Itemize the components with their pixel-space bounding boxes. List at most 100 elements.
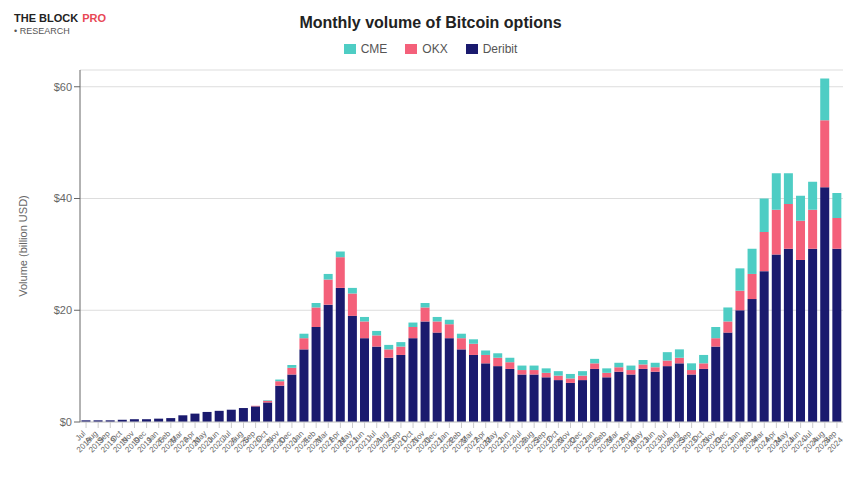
- html-text:May: May: [482, 429, 500, 447]
- html-text:2023: 2023: [668, 435, 688, 455]
- html-text:2021: 2021: [341, 435, 361, 455]
- svg-text:Volume (billion USD): Volume (billion USD): [17, 195, 29, 296]
- html-text:2020: 2020: [232, 435, 252, 455]
- html-text:2024: 2024: [741, 435, 760, 455]
- html-text:Nov: Nov: [119, 429, 136, 446]
- html-text:2023: 2023: [680, 435, 700, 455]
- html-text:Mar: Mar: [168, 429, 185, 446]
- html-text:2020: 2020: [220, 435, 240, 455]
- html-text:Dec: Dec: [131, 429, 148, 446]
- html-text:May: May: [627, 429, 645, 447]
- html-text:2021: 2021: [317, 435, 337, 455]
- html-text:May: May: [191, 429, 209, 447]
- html-text:2023: 2023: [716, 435, 736, 455]
- html-text:Nov: Nov: [555, 429, 572, 446]
- html-text:2022: 2022: [523, 435, 542, 455]
- svg-text:Sep2024: Sep2024: [819, 429, 845, 455]
- svg-text:$40: $40: [54, 192, 72, 204]
- html-text:2021: 2021: [292, 435, 312, 455]
- html-text:2023: 2023: [692, 435, 712, 455]
- html-text:2019: 2019: [135, 435, 155, 455]
- html-text:May: May: [336, 429, 354, 447]
- html-text:2024: 2024: [728, 435, 748, 455]
- svg-text:$20: $20: [54, 304, 72, 316]
- html-text:Aug: Aug: [228, 429, 245, 446]
- html-text:2022: 2022: [462, 435, 482, 455]
- html-text:2020: 2020: [147, 435, 167, 455]
- html-text:2023: 2023: [583, 435, 603, 455]
- html-text:2023: 2023: [595, 435, 615, 455]
- html-text:2021: 2021: [401, 435, 421, 455]
- html-text:May: May: [772, 429, 790, 447]
- html-text:2023: 2023: [632, 435, 651, 455]
- html-text:2021: 2021: [305, 435, 324, 455]
- html-text:Aug: Aug: [519, 429, 536, 446]
- html-text:2019: 2019: [87, 435, 106, 455]
- html-text:2023: 2023: [656, 435, 676, 455]
- html-text:2020: 2020: [208, 435, 228, 455]
- html-text:2022: 2022: [547, 435, 567, 455]
- html-text:2021: 2021: [353, 435, 373, 455]
- html-text:2022: 2022: [498, 435, 518, 455]
- html-text:2022: 2022: [438, 435, 458, 455]
- html-text:2019: 2019: [99, 435, 119, 455]
- html-text:Aug: Aug: [664, 429, 681, 446]
- html-text:2020: 2020: [268, 435, 288, 455]
- html-text:Sep: Sep: [385, 429, 403, 446]
- html-text:Mar: Mar: [313, 429, 330, 446]
- html-text:Sep: Sep: [676, 429, 693, 446]
- html-text:Nov: Nov: [700, 429, 718, 446]
- html-text:2023: 2023: [644, 435, 664, 455]
- html-text:Aug: Aug: [373, 429, 391, 446]
- html-text:2024: 2024: [801, 435, 821, 455]
- html-text:Mar: Mar: [458, 429, 475, 446]
- html-text:Aug: Aug: [83, 429, 100, 446]
- html-text:2022: 2022: [510, 435, 530, 455]
- html-text:2020: 2020: [256, 435, 276, 455]
- html-text:2021: 2021: [377, 435, 397, 455]
- html-text:2023: 2023: [607, 435, 627, 455]
- html-text:2019: 2019: [123, 435, 143, 455]
- html-text:Sep: Sep: [240, 429, 257, 446]
- html-text:2022: 2022: [559, 435, 579, 455]
- html-text:2021: 2021: [414, 435, 433, 455]
- html-text:Feb: Feb: [446, 429, 463, 446]
- html-text:2022: 2022: [450, 435, 470, 455]
- html-text:Nov: Nov: [264, 429, 282, 446]
- html-text:2020: 2020: [183, 435, 203, 455]
- html-text:Dec: Dec: [422, 429, 439, 446]
- html-text:2019: 2019: [74, 435, 94, 455]
- html-text:2024: 2024: [789, 435, 809, 455]
- html-text:2024: 2024: [765, 435, 785, 455]
- svg-text:$60: $60: [54, 81, 72, 93]
- html-text:Feb: Feb: [592, 429, 609, 446]
- html-text:Feb: Feb: [156, 429, 173, 446]
- html-text:2024: 2024: [753, 435, 773, 455]
- html-text:Sep: Sep: [531, 429, 548, 446]
- html-text:2024: 2024: [777, 435, 797, 455]
- html-text:2020: 2020: [196, 435, 215, 455]
- svg-text:$0: $0: [60, 416, 72, 428]
- html-text:2022: 2022: [535, 435, 555, 455]
- html-text:2022: 2022: [474, 435, 494, 455]
- html-text:Feb: Feb: [301, 429, 318, 446]
- html-text:2021: 2021: [389, 435, 409, 455]
- html-text:Nov: Nov: [410, 429, 427, 446]
- html-text:Dec: Dec: [276, 429, 294, 446]
- html-text:2023: 2023: [704, 435, 724, 455]
- html-text:2020: 2020: [159, 435, 179, 455]
- html-text:2021: 2021: [329, 435, 349, 455]
- html-text:2019: 2019: [111, 435, 131, 455]
- html-text:2021: 2021: [426, 435, 446, 455]
- html-text:2020: 2020: [171, 435, 191, 455]
- html-text:Mar: Mar: [604, 429, 621, 446]
- html-text:2020: 2020: [280, 435, 300, 455]
- html-text:Monthly volume of Bitcoin opti: Monthly volume of Bitcoin options: [299, 14, 562, 31]
- html-text:Sep: Sep: [95, 429, 112, 446]
- html-text:2022: 2022: [486, 435, 506, 455]
- html-text:2021: 2021: [365, 435, 385, 455]
- html-text:Dec: Dec: [567, 429, 584, 446]
- html-text:2022: 2022: [571, 435, 591, 455]
- html-text:2020: 2020: [244, 435, 264, 455]
- html-text:2023: 2023: [619, 435, 639, 455]
